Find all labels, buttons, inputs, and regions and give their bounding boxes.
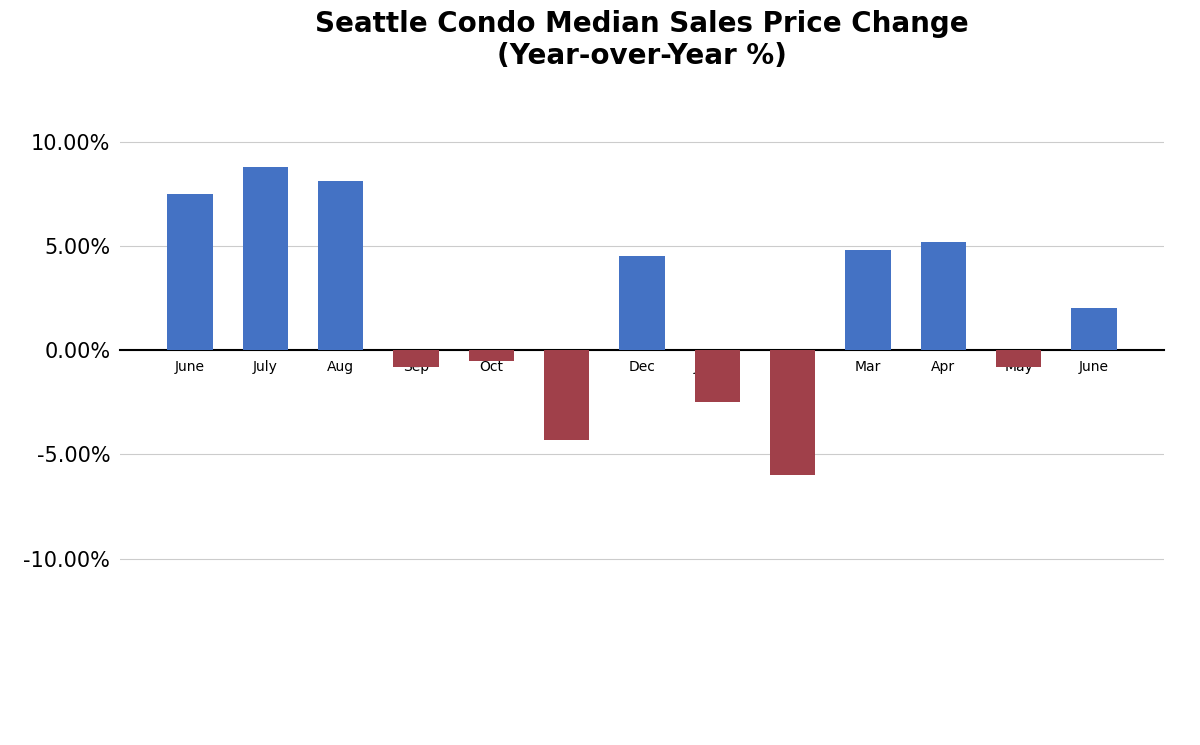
Bar xyxy=(1072,308,1116,350)
Bar xyxy=(168,194,212,350)
Bar xyxy=(619,256,665,350)
Bar xyxy=(318,181,364,350)
Bar xyxy=(920,241,966,350)
Bar xyxy=(544,350,589,440)
Bar xyxy=(394,350,439,367)
Bar xyxy=(845,250,890,350)
Bar xyxy=(695,350,740,402)
Bar xyxy=(770,350,815,475)
Bar xyxy=(996,350,1042,367)
Title: Seattle Condo Median Sales Price Change
(Year-over-Year %): Seattle Condo Median Sales Price Change … xyxy=(316,10,968,70)
Bar xyxy=(242,167,288,350)
Bar xyxy=(469,350,514,361)
